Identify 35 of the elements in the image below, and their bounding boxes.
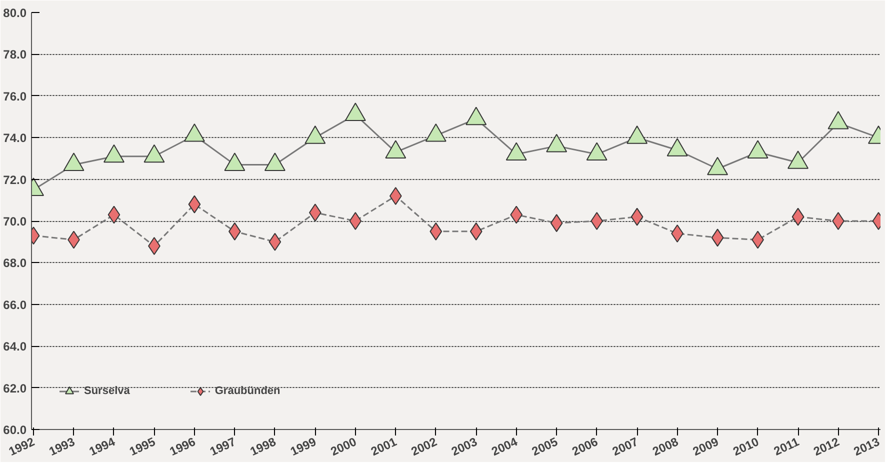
legend-label: Surselva	[84, 385, 130, 397]
x-tick-label: 2010	[730, 434, 762, 459]
x-tick-label: 2002	[408, 434, 440, 459]
x-tick-label: 2006	[570, 434, 600, 459]
x-tick-label: 2003	[449, 434, 480, 459]
x-tick-label: 1994	[87, 434, 118, 459]
x-tick-label: 1995	[127, 434, 158, 459]
y-tick-label: 70.0	[3, 214, 27, 228]
x-tick-label: 2011	[772, 434, 802, 458]
y-tick-label: 80.0	[3, 6, 27, 20]
x-tick-label: 2007	[610, 434, 641, 459]
y-tick-label: 60.0	[3, 423, 27, 437]
y-tick-label: 62.0	[3, 381, 27, 396]
y-tick-label: 78.0	[3, 48, 27, 62]
x-tick-label: 2005	[530, 434, 560, 459]
y-tick-label: 76.0	[3, 89, 27, 104]
x-tick-label: 2008	[650, 434, 681, 459]
x-tick-label: 2013	[852, 434, 882, 459]
x-tick-label: 1992	[6, 434, 37, 459]
y-tick-label: 66.0	[3, 298, 27, 312]
x-tick-label: 2000	[328, 434, 359, 459]
x-tick-label: 1999	[288, 434, 319, 459]
x-tick-label: 2004	[489, 434, 520, 459]
x-tick-label: 2009	[690, 434, 722, 459]
x-tick-label: 1997	[208, 434, 238, 459]
x-tick-label: 1993	[46, 434, 78, 459]
y-tick-label: 68.0	[3, 256, 27, 270]
y-tick-label: 64.0	[3, 340, 27, 354]
x-tick-label: 1996	[168, 434, 198, 459]
x-tick-label: 1998	[248, 434, 278, 459]
y-tick-label: 72.0	[3, 172, 27, 187]
y-tick-label: 74.0	[3, 131, 27, 146]
legend-label: Graubünden	[214, 385, 280, 397]
x-tick-label: 2001	[368, 434, 400, 459]
x-tick-label: 2012	[811, 434, 842, 459]
